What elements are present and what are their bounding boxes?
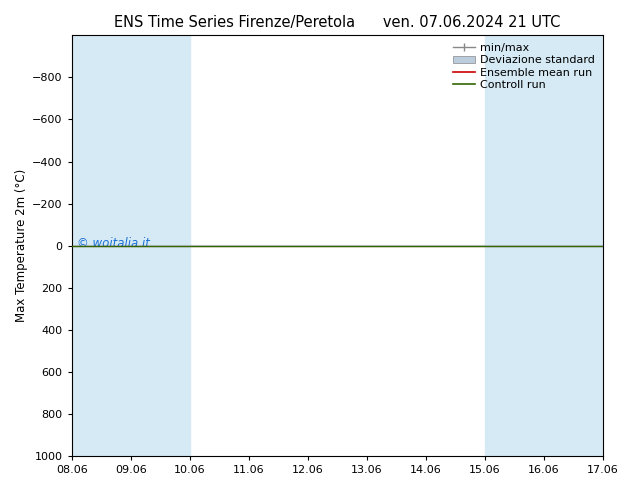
Legend: min/max, Deviazione standard, Ensemble mean run, Controll run: min/max, Deviazione standard, Ensemble m… bbox=[451, 41, 598, 92]
Title: ENS Time Series Firenze/Peretola      ven. 07.06.2024 21 UTC: ENS Time Series Firenze/Peretola ven. 07… bbox=[114, 15, 560, 30]
Bar bbox=[485, 35, 603, 456]
Y-axis label: Max Temperature 2m (°C): Max Temperature 2m (°C) bbox=[15, 169, 28, 322]
Bar bbox=[72, 35, 190, 456]
Text: © woitalia.it: © woitalia.it bbox=[77, 237, 150, 250]
